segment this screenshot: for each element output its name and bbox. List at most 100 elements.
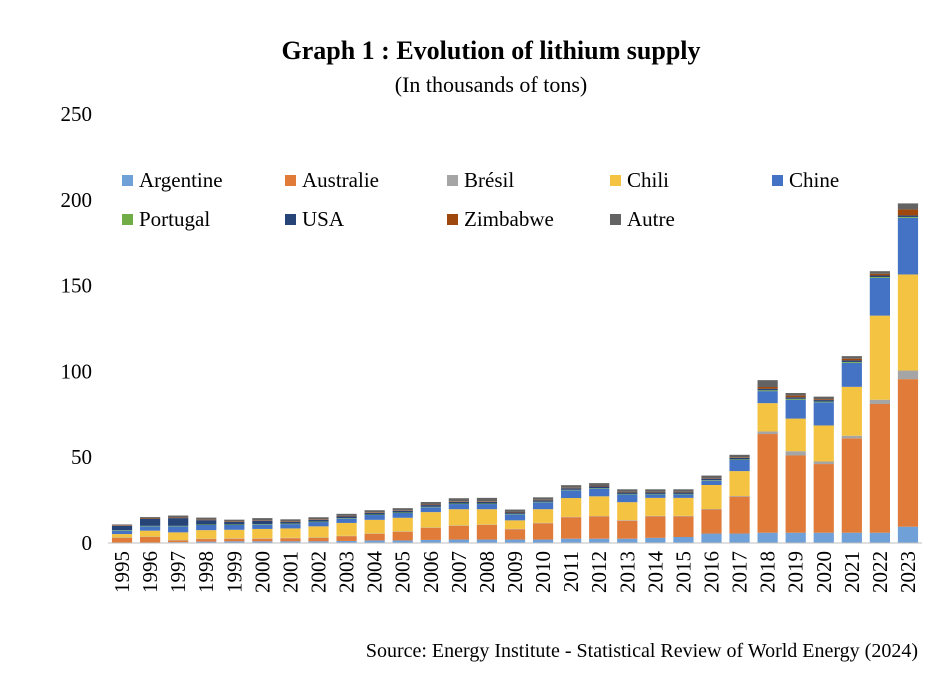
x-tick-label: 2016 (699, 551, 723, 593)
bar-segment-chine-1999 (224, 524, 245, 530)
bar-segment-autre-2015 (673, 489, 694, 492)
bar-segment-australie-1999 (224, 538, 245, 542)
bar-segment-autre-2004 (364, 510, 385, 513)
bar-segment-zimbabwe-2018 (757, 387, 778, 389)
bar-segment-autre-2003 (336, 513, 357, 516)
x-tick-label: 1995 (110, 551, 134, 593)
bar-segment-argentine-2008 (476, 539, 498, 543)
bar-segment-argentine-2011 (561, 538, 582, 543)
x-tick-label: 2003 (335, 551, 359, 593)
bar-segment-portugal-2008 (476, 503, 498, 505)
bar-segment-autre-2014 (645, 489, 666, 492)
bar-segment-zimbabwe-2005 (392, 510, 413, 511)
x-tick-label: 2001 (278, 551, 302, 593)
bar-segment-chine-2006 (420, 507, 441, 513)
x-tick-label: 1999 (222, 551, 246, 593)
bar-segment-usa-2019 (785, 397, 806, 399)
bar-segment-chili-2023 (897, 274, 919, 371)
bar-segment-australie-2004 (364, 533, 385, 541)
bar-segment-chili-2018 (757, 403, 778, 432)
y-tick-label: 250 (61, 102, 93, 126)
bar-segment-usa-2021 (841, 360, 862, 362)
bar-segment-zimbabwe-2014 (645, 491, 666, 493)
bar-segment-autre-2010 (532, 497, 554, 500)
bar-segment-australie-2011 (561, 517, 582, 539)
bar-segment-argentine-2005 (392, 540, 413, 543)
x-tick-label: 2019 (784, 551, 808, 593)
bar-segment-zimbabwe-2012 (589, 486, 610, 487)
legend-item-argentine: Argentine (122, 168, 223, 193)
bar-segment-zimbabwe-2013 (617, 491, 638, 493)
bar-segment-chine-2018 (757, 391, 778, 404)
bar-segment-usa-2001 (280, 521, 301, 524)
bar-segment-chili-2007 (448, 509, 469, 526)
bar-segment-argentine-2009 (504, 539, 526, 543)
bar-segment-zimbabwe-2011 (561, 487, 582, 489)
y-axis-tick-labels: 0 50 100 150 200 250 (61, 102, 93, 555)
bar-segment-br-sil-2016 (701, 509, 722, 510)
bar-segment-zimbabwe-2017 (729, 457, 750, 458)
bar-segment-zimbabwe-2003 (336, 515, 357, 517)
legend-label: Argentine (139, 168, 223, 192)
bar-segment-portugal-1995 (111, 530, 133, 531)
bar-segment-chili-2014 (645, 497, 666, 516)
legend-item-autre: Autre (610, 207, 675, 232)
bar-segment-usa-2002 (308, 519, 329, 522)
bar-segment-argentine-2023 (897, 526, 919, 543)
chart-title: Graph 1 : Evolution of lithium supply (281, 36, 701, 65)
x-tick-label: 2014 (643, 551, 667, 594)
bar-segment-usa-2005 (392, 510, 413, 513)
bar-segment-usa-2017 (729, 457, 750, 460)
bar-segment-autre-2018 (757, 380, 778, 388)
bar-segment-zimbabwe-2009 (504, 511, 526, 513)
bar-segment-argentine-2007 (448, 539, 469, 543)
legend-swatch (610, 175, 621, 186)
bar-segment-chine-2003 (336, 518, 357, 523)
bar-segment-zimbabwe-1997 (168, 517, 189, 519)
bar-segment-usa-2012 (589, 486, 610, 489)
bar-segment-portugal-2012 (589, 488, 610, 489)
legend-label: USA (302, 207, 345, 231)
bar-segment-chili-2010 (532, 509, 554, 523)
bar-segment-autre-2008 (476, 497, 498, 502)
bar-segment-australie-2016 (701, 509, 722, 534)
bar-segment-argentine-2015 (673, 536, 694, 543)
bar-segment-autre-2011 (561, 485, 582, 488)
bar-segment-australie-2008 (476, 524, 498, 540)
bar-segment-portugal-1999 (224, 524, 245, 525)
bar-segment-chili-2017 (729, 471, 750, 496)
x-tick-label: 1998 (194, 551, 218, 593)
legend-label: Australie (302, 168, 379, 192)
bar-segment-chili-1997 (168, 532, 189, 541)
bar-segment-autre-2006 (420, 501, 441, 505)
bar-segment-chine-2002 (308, 522, 329, 527)
bar-segment-chili-2004 (364, 519, 385, 534)
bar-segment-chili-2013 (617, 502, 638, 521)
bar-segment-autre-2009 (504, 509, 526, 512)
bar-segment-chili-2022 (869, 315, 890, 400)
bar-segment-zimbabwe-2023 (897, 209, 919, 216)
bar-segment-chine-2001 (280, 524, 301, 529)
bar-segment-br-sil-2017 (729, 495, 750, 497)
bar-segment-portugal-2021 (841, 361, 862, 363)
bar-segment-chine-2000 (252, 524, 273, 529)
bar-segment-australie-2000 (252, 538, 273, 542)
bar-segment-argentine-2020 (813, 532, 834, 543)
y-tick-label: 200 (61, 188, 93, 212)
bar-segment-portugal-2010 (532, 501, 554, 503)
bar-segment-br-sil-2014 (645, 515, 666, 517)
bar-segment-argentine-2000 (252, 541, 273, 543)
bar-segment-portugal-2007 (448, 503, 469, 505)
bar-segment-zimbabwe-1996 (140, 518, 161, 519)
bar-segment-chine-2008 (476, 504, 498, 510)
bar-segment-usa-2011 (561, 488, 582, 490)
bar-segment-argentine-2017 (729, 533, 750, 543)
bar-segment-australie-2021 (841, 438, 862, 533)
bar-segment-zimbabwe-1998 (196, 519, 217, 521)
bar-segment-australie-2017 (729, 496, 750, 534)
bar-segment-portugal-2016 (701, 480, 722, 481)
bar-segment-br-sil-2021 (841, 435, 862, 439)
legend-swatch (285, 214, 296, 225)
x-tick-label: 2000 (250, 551, 274, 593)
x-axis-tick-labels: 1995 1996 1997 1998 1999 2000 2001 2002 2003 2004… (110, 551, 920, 594)
